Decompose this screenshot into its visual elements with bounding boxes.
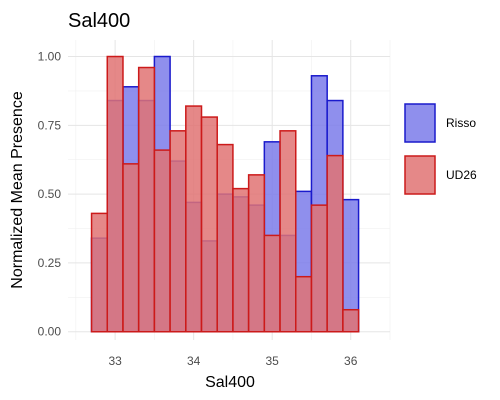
y-tick-label: 0.50 bbox=[38, 187, 62, 201]
bar-ud26-11 bbox=[247, 174, 266, 333]
bar-ud26-10 bbox=[232, 187, 250, 333]
bar-ud26-1 bbox=[90, 212, 109, 333]
bar-ud26-5 bbox=[153, 149, 171, 333]
x-axis-title: Sal400 bbox=[205, 374, 255, 391]
legend: Risso UD26 bbox=[404, 103, 477, 195]
bar-ud26-7 bbox=[185, 105, 203, 333]
legend-label-ud26: UD26 bbox=[446, 168, 477, 182]
bar-ud26-4 bbox=[137, 66, 156, 333]
chart-title: Sal400 bbox=[68, 10, 130, 32]
bar-ud26-16 bbox=[326, 154, 344, 333]
bar-ud26-6 bbox=[169, 130, 187, 333]
bar-ud26-14 bbox=[295, 275, 313, 333]
legend-key-risso bbox=[404, 103, 436, 143]
bar-ud26-2 bbox=[106, 55, 124, 333]
y-axis-ticks: 0.00 0.25 0.50 0.75 1.00 bbox=[38, 50, 62, 339]
bar-ud26-3 bbox=[122, 163, 140, 333]
x-axis-ticks: 33 34 35 36 bbox=[108, 354, 357, 368]
bar-ud26-13 bbox=[279, 130, 297, 333]
x-tick-label: 33 bbox=[108, 354, 122, 368]
bars bbox=[90, 55, 360, 333]
x-tick-label: 34 bbox=[187, 354, 201, 368]
y-tick-label: 0.75 bbox=[38, 118, 62, 132]
bar-ud26-8 bbox=[200, 116, 218, 333]
y-tick-label: 1.00 bbox=[38, 50, 62, 64]
y-tick-label: 0.00 bbox=[38, 325, 62, 339]
legend-key-ud26 bbox=[404, 155, 436, 195]
bar-ud26-17 bbox=[342, 308, 360, 333]
bar-ud26-12 bbox=[263, 234, 281, 333]
bar-ud26-9 bbox=[216, 143, 234, 333]
y-tick-label: 0.25 bbox=[38, 256, 62, 270]
y-axis-title: Normalized Mean Presence bbox=[9, 91, 26, 289]
x-tick-label: 35 bbox=[266, 354, 280, 368]
x-tick-label: 36 bbox=[344, 354, 358, 368]
bar-ud26-15 bbox=[310, 204, 328, 333]
legend-label-risso: Risso bbox=[446, 116, 476, 130]
